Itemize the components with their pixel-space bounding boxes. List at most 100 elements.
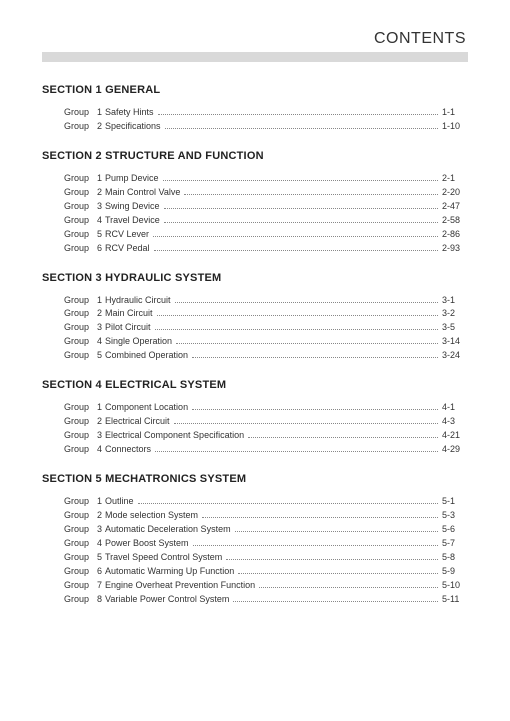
leader-dots — [164, 208, 438, 209]
toc-entry: Group3Electrical Component Specification… — [64, 429, 468, 443]
entry-page: 3-24 — [442, 349, 468, 363]
entry-page: 2-1 — [442, 172, 468, 186]
entry-number: 6 — [91, 565, 102, 579]
entry-label: Group3Pilot Circuit — [64, 321, 151, 335]
entry-label: Group3Automatic Deceleration System — [64, 523, 231, 537]
entry-label: Group5RCV Lever — [64, 228, 149, 242]
leader-dots — [165, 128, 438, 129]
entry-group: Group — [64, 242, 89, 256]
entry-group: Group — [64, 106, 89, 120]
entry-group: Group — [64, 228, 89, 242]
entry-number: 4 — [91, 214, 102, 228]
leader-dots — [153, 236, 438, 237]
entry-name: Mode selection System — [105, 510, 198, 520]
leader-dots — [154, 250, 438, 251]
section-entries: Group1Pump Device2-1Group2Main Control V… — [42, 172, 468, 256]
entry-number: 3 — [91, 200, 102, 214]
entry-page: 5-8 — [442, 551, 468, 565]
leader-dots — [192, 409, 438, 410]
section-entries: Group1Hydraulic Circuit3-1Group2Main Cir… — [42, 294, 468, 364]
entry-label: Group2Main Control Valve — [64, 186, 180, 200]
entry-number: 8 — [91, 593, 102, 607]
entry-group: Group — [64, 200, 89, 214]
toc-section: SECTION 2 STRUCTURE AND FUNCTIONGroup1Pu… — [42, 150, 468, 256]
toc-entry: Group3Automatic Deceleration System5-6 — [64, 523, 468, 537]
entry-name: Travel Speed Control System — [105, 552, 222, 562]
entry-group: Group — [64, 593, 89, 607]
entry-name: Engine Overheat Prevention Function — [105, 580, 255, 590]
entry-name: Connectors — [105, 444, 151, 454]
entry-page: 4-1 — [442, 401, 468, 415]
toc-entry: Group1Hydraulic Circuit3-1 — [64, 294, 468, 308]
leader-dots — [174, 423, 438, 424]
entry-group: Group — [64, 429, 89, 443]
toc-entry: Group1Component Location4-1 — [64, 401, 468, 415]
entry-name: Single Operation — [105, 336, 172, 346]
entry-number: 6 — [91, 242, 102, 256]
page-title: CONTENTS — [42, 30, 468, 52]
toc-entry: Group1Outline5-1 — [64, 495, 468, 509]
leader-dots — [164, 222, 438, 223]
toc-entry: Group5Combined Operation3-24 — [64, 349, 468, 363]
entry-number: 1 — [91, 495, 102, 509]
entry-label: Group4Single Operation — [64, 335, 172, 349]
leader-dots — [233, 601, 438, 602]
entry-page: 3-14 — [442, 335, 468, 349]
header-block: CONTENTS — [42, 30, 468, 62]
entry-name: Power Boost System — [105, 538, 189, 548]
entry-number: 5 — [91, 228, 102, 242]
toc-entry: Group4Single Operation 3-14 — [64, 335, 468, 349]
toc-entry: Group2Specifications1-10 — [64, 120, 468, 134]
entry-number: 1 — [91, 172, 102, 186]
section-title: SECTION 3 HYDRAULIC SYSTEM — [42, 272, 468, 284]
entry-number: 3 — [91, 523, 102, 537]
entry-page: 2-20 — [442, 186, 468, 200]
entry-group: Group — [64, 523, 89, 537]
entry-name: Swing Device — [105, 201, 160, 211]
entry-page: 2-58 — [442, 214, 468, 228]
entry-number: 4 — [91, 443, 102, 457]
entry-page: 5-7 — [442, 537, 468, 551]
section-title: SECTION 1 GENERAL — [42, 84, 468, 96]
toc-entry: Group8Variable Power Control System 5-11 — [64, 593, 468, 607]
entry-page: 1-1 — [442, 106, 468, 120]
entry-group: Group — [64, 509, 89, 523]
entry-label: Group6RCV Pedal — [64, 242, 150, 256]
entry-name: RCV Pedal — [105, 243, 150, 253]
leader-dots — [155, 329, 438, 330]
entry-group: Group — [64, 172, 89, 186]
entry-label: Group5Travel Speed Control System — [64, 551, 222, 565]
leader-dots — [155, 451, 438, 452]
entry-label: Group2Electrical Circuit — [64, 415, 170, 429]
entry-page: 5-1 — [442, 495, 468, 509]
entry-label: Group3Swing Device — [64, 200, 160, 214]
entry-page: 5-9 — [442, 565, 468, 579]
leader-dots — [163, 180, 438, 181]
section-title: SECTION 4 ELECTRICAL SYSTEM — [42, 379, 468, 391]
entry-name: Automatic Warming Up Function — [105, 566, 234, 576]
entry-number: 4 — [91, 537, 102, 551]
toc-entry: Group4Connectors4-29 — [64, 443, 468, 457]
entry-number: 1 — [91, 294, 102, 308]
entry-group: Group — [64, 551, 89, 565]
entry-label: Group2Mode selection System — [64, 509, 198, 523]
entry-label: Group1Hydraulic Circuit — [64, 294, 171, 308]
leader-dots — [138, 503, 438, 504]
entry-number: 2 — [91, 120, 102, 134]
entry-name: Combined Operation — [105, 350, 188, 360]
entry-label: Group8Variable Power Control System — [64, 593, 229, 607]
entry-number: 3 — [91, 429, 102, 443]
entry-page: 2-47 — [442, 200, 468, 214]
entry-number: 2 — [91, 186, 102, 200]
leader-dots — [193, 545, 438, 546]
entry-name: Main Circuit — [105, 308, 153, 318]
entry-page: 5-11 — [442, 593, 468, 607]
entry-label: Group3Electrical Component Specification — [64, 429, 244, 443]
toc-entry: Group2Main Circuit3-2 — [64, 307, 468, 321]
toc-entry: Group5RCV Lever2-86 — [64, 228, 468, 242]
leader-dots — [248, 437, 438, 438]
title-bar — [42, 52, 468, 62]
toc-entry: Group3Swing Device 2-47 — [64, 200, 468, 214]
entry-number: 2 — [91, 509, 102, 523]
toc-entry: Group4Travel Device2-58 — [64, 214, 468, 228]
